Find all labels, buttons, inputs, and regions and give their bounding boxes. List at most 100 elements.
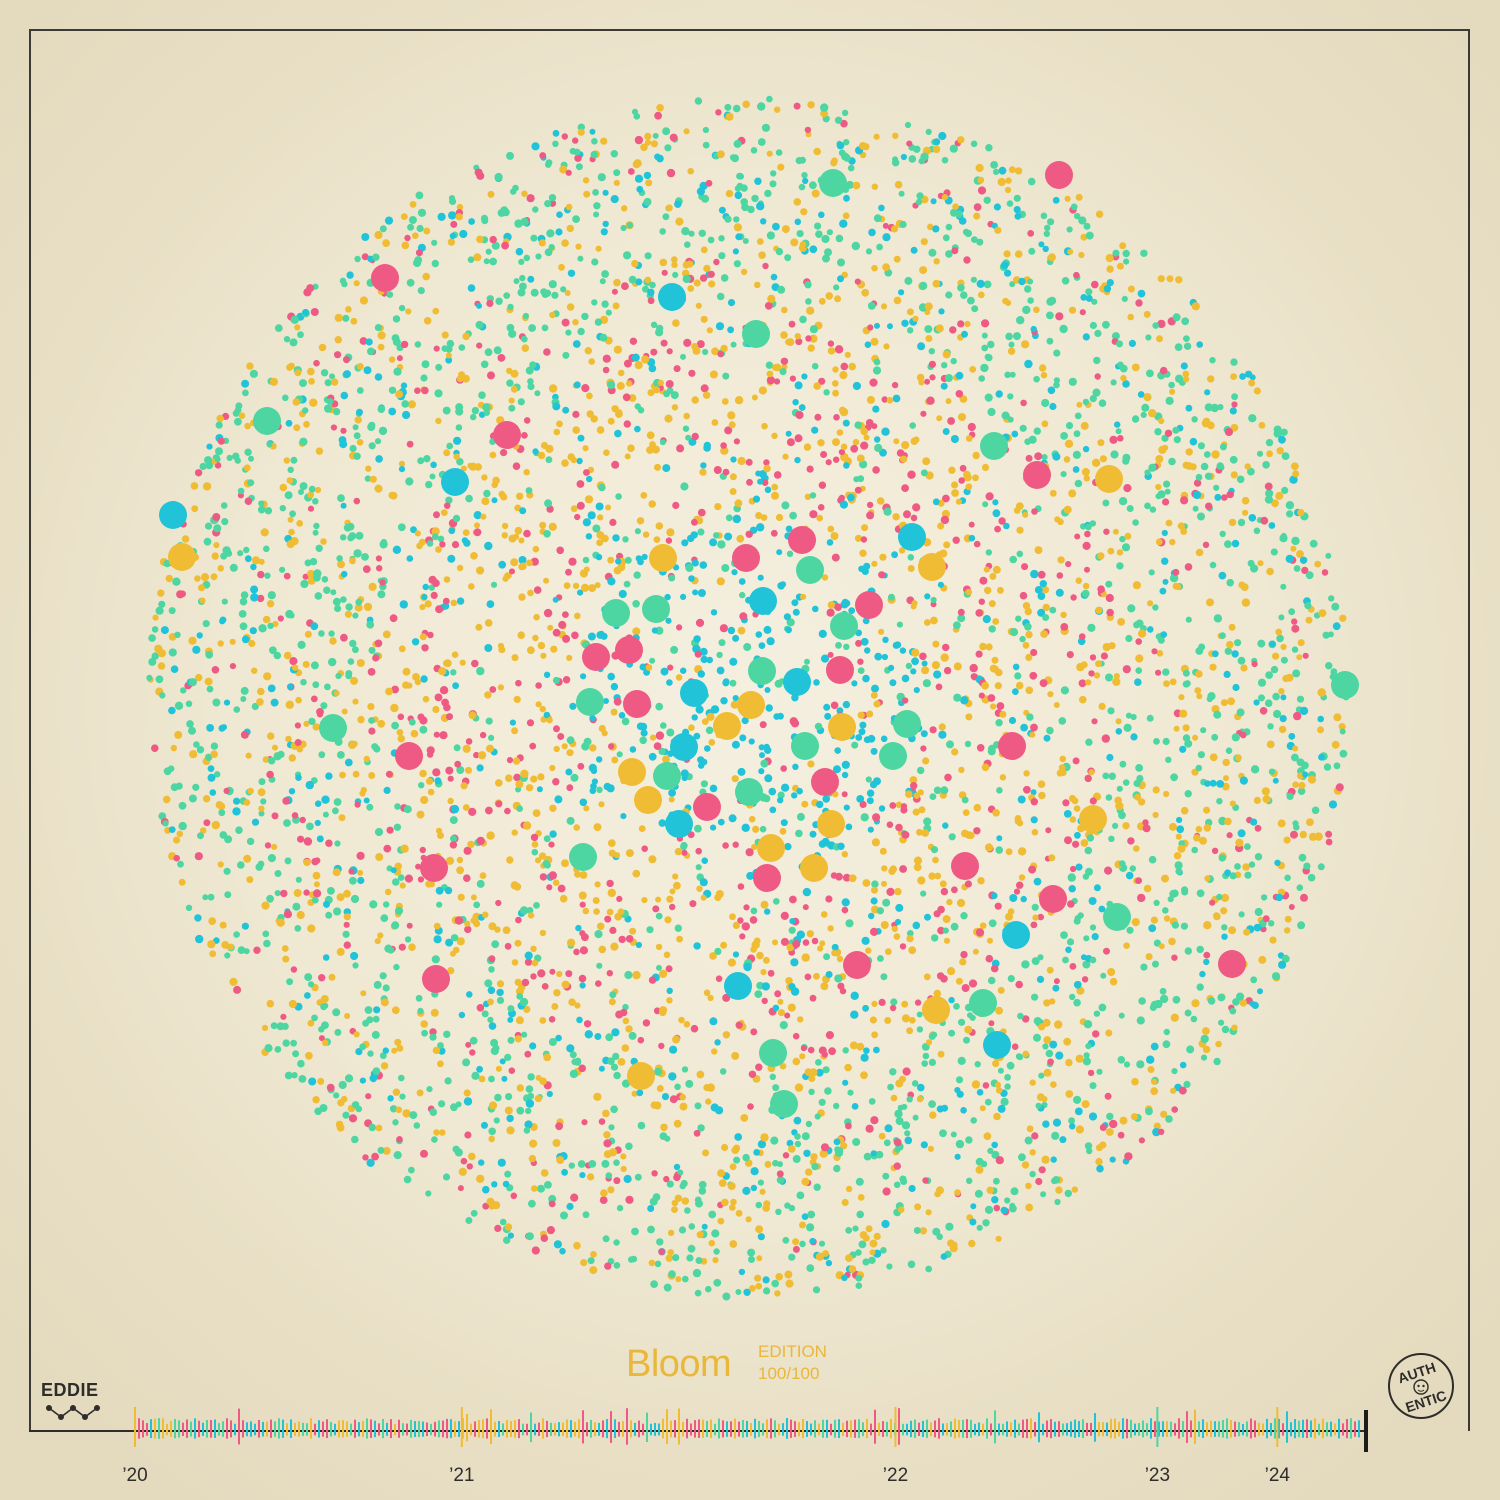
bloom-dot	[257, 860, 265, 868]
bloom-dot	[306, 284, 315, 293]
bloom-dot	[916, 1026, 924, 1033]
bloom-dot	[589, 1266, 598, 1275]
bloom-dot	[641, 897, 648, 904]
bloom-dot	[622, 393, 631, 402]
bloom-dot	[258, 500, 265, 507]
bloom-dot	[1089, 797, 1097, 805]
bloom-dot	[1029, 731, 1036, 738]
bloom-dot	[465, 494, 473, 503]
bloom-dot	[1016, 316, 1025, 325]
bloom-dot	[1009, 281, 1016, 288]
bloom-dot	[779, 581, 787, 588]
bloom-dot	[361, 553, 369, 561]
bloom-dot	[367, 347, 375, 356]
bloom-dot	[1136, 1016, 1145, 1025]
bloom-dot	[443, 1030, 451, 1039]
bloom-dot	[430, 1008, 439, 1017]
bloom-dot	[305, 780, 314, 790]
bloom-dot	[522, 821, 532, 830]
bloom-dot	[709, 952, 717, 960]
bloom-dot	[1077, 912, 1084, 919]
bloom-dot	[233, 706, 241, 713]
bloom-dot	[622, 1017, 630, 1025]
bloom-dot	[243, 546, 250, 554]
bloom-dot	[955, 371, 964, 380]
bloom-dot	[415, 249, 423, 257]
bloom-dot	[997, 986, 1005, 994]
bloom-dot	[760, 1133, 769, 1142]
bloom-dot	[351, 740, 358, 747]
bloom-dot	[942, 643, 950, 652]
bloom-dot	[625, 935, 634, 943]
bloom-dot	[283, 572, 291, 580]
bloom-dot	[659, 969, 668, 979]
bloom-dot	[302, 660, 310, 668]
bloom-dot	[1025, 1182, 1032, 1190]
bloom-dot	[356, 387, 364, 394]
bloom-dot	[579, 930, 586, 937]
bloom-dot	[1179, 709, 1188, 718]
bloom-dot	[353, 549, 362, 558]
bloom-dot	[733, 438, 741, 445]
bloom-dot	[219, 921, 227, 929]
bloom-dot	[551, 291, 559, 299]
bloom-dot	[160, 626, 169, 635]
bloom-dot	[1221, 933, 1228, 940]
bloom-dot	[960, 696, 969, 705]
bloom-dot	[711, 419, 719, 426]
bloom-dot	[1140, 249, 1148, 257]
bloom-dot	[431, 533, 439, 541]
bloom-dot	[566, 816, 575, 825]
bloom-dot	[919, 652, 927, 661]
bloom-dot	[978, 598, 985, 605]
bloom-dot	[815, 1252, 825, 1261]
bloom-dot	[801, 800, 809, 808]
bloom-dot	[693, 1129, 701, 1137]
bloom-dot	[778, 1009, 785, 1017]
bloom-dot	[1148, 855, 1157, 864]
bloom-dot	[1219, 632, 1226, 639]
bloom-dot	[270, 1022, 278, 1030]
bloom-dot	[1331, 740, 1340, 749]
bloom-dot	[1209, 753, 1218, 762]
bloom-dot	[1265, 489, 1274, 498]
bloom-dot	[1184, 739, 1193, 748]
bloom-dot	[1098, 1003, 1107, 1012]
bloom-dot	[1091, 280, 1099, 289]
bloom-dot	[462, 744, 471, 753]
bloom-dot	[352, 424, 359, 431]
bloom-dot	[877, 955, 884, 962]
bloom-dot	[725, 112, 734, 121]
bloom-dot	[1169, 388, 1176, 395]
bloom-dot	[506, 757, 514, 764]
bloom-dot	[621, 1044, 630, 1052]
bloom-dot	[303, 889, 310, 896]
bloom-dot	[205, 753, 213, 761]
bloom-dot	[698, 229, 706, 237]
bloom-dot	[1142, 819, 1149, 826]
bloom-dot	[860, 813, 869, 822]
bloom-dot	[1180, 496, 1189, 505]
bloom-dot	[524, 1050, 532, 1058]
bloom-dot	[476, 566, 485, 575]
bloom-dot	[719, 624, 729, 633]
bloom-dot	[654, 463, 661, 471]
bloom-dot	[266, 441, 273, 448]
bloom-dot	[867, 324, 874, 331]
bloom-dot	[1158, 1128, 1165, 1136]
bloom-dot	[587, 1257, 595, 1265]
bloom-dot	[562, 611, 569, 618]
bloom-dot	[593, 211, 600, 218]
bloom-dot	[1163, 790, 1170, 798]
bloom-dot	[579, 946, 589, 955]
bloom-dot	[608, 1148, 618, 1157]
bloom-dot	[610, 942, 619, 951]
bloom-dot	[391, 921, 400, 930]
bloom-dot	[851, 1103, 859, 1110]
bloom-dot	[1229, 455, 1238, 464]
bloom-dot	[605, 1033, 614, 1042]
bloom-dot	[1003, 250, 1011, 258]
bloom-dot	[1205, 502, 1213, 510]
bloom-dot	[1180, 806, 1189, 815]
bloom-dot	[675, 674, 683, 681]
